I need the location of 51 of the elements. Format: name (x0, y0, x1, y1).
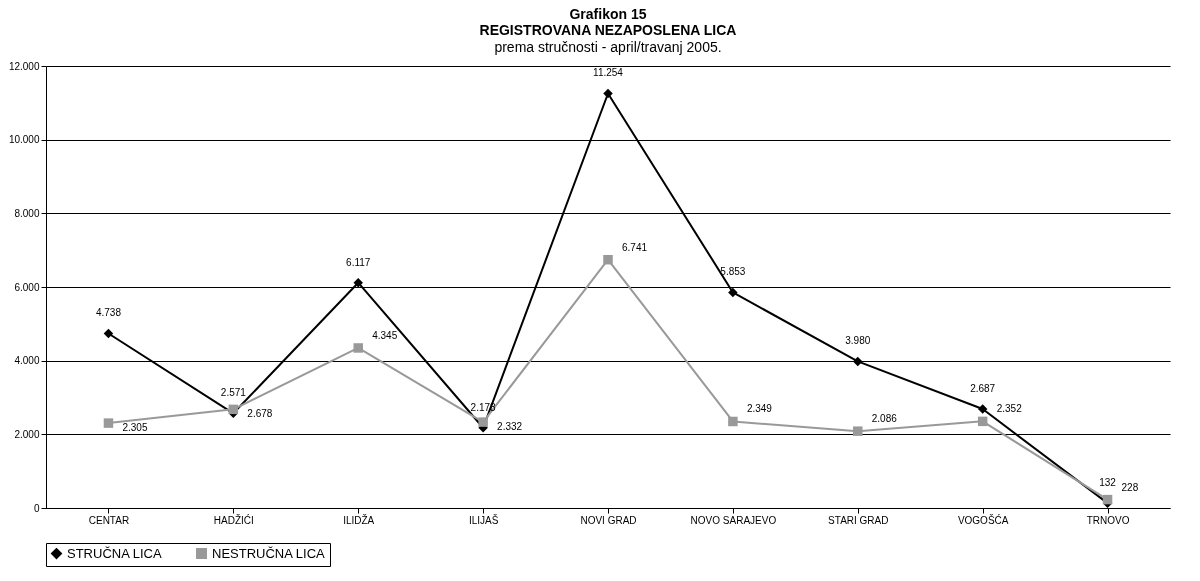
data-label: 132 (1099, 477, 1117, 489)
point (103, 418, 114, 428)
y-tick-label: 10.000 (8, 134, 40, 146)
point (228, 404, 239, 415)
legend-label: NESTRUČNA LICA (212, 545, 326, 561)
x-tick-label: TRNOVO (1086, 514, 1130, 526)
legend-label: STRUČNA LICA (67, 545, 162, 561)
data-label: 3.980 (845, 335, 871, 347)
x-tick-label: NOVO SARAJEVO (690, 514, 777, 526)
data-label: 2.305 (122, 422, 148, 434)
x-tick-label: HADŽIĆI (213, 513, 254, 526)
x-tick-label: VOGOŠĆA (957, 513, 1009, 526)
data-label: 6.117 (346, 256, 371, 268)
y-tick-label: 2.000 (14, 428, 40, 440)
point (1102, 494, 1113, 505)
point (353, 343, 363, 353)
data-label: 2.349 (746, 403, 773, 415)
point (728, 287, 738, 298)
point (728, 416, 738, 427)
data-label: 2.332 (497, 421, 523, 433)
data-label: 2.352 (996, 403, 1023, 415)
x-tick-label: ILIJAŠ (468, 513, 499, 526)
point (353, 277, 363, 288)
x-tick-label: NOVI GRAD (580, 514, 637, 526)
point (977, 404, 988, 414)
point (103, 328, 114, 339)
data-label: 2.678 (247, 408, 273, 420)
data-label: 228 (1121, 481, 1139, 493)
data-label: 4.345 (372, 329, 398, 341)
data-label: 6.741 (622, 241, 648, 253)
data-label: 2.687 (970, 383, 996, 395)
data-label: 4.738 (95, 307, 122, 319)
data-label: 5.853 (720, 266, 746, 278)
x-tick-label: STARI GRAD (828, 514, 889, 526)
point (603, 88, 613, 99)
x-tick-label: CENTAR (88, 514, 130, 526)
y-tick-label: 4.000 (14, 355, 40, 367)
data-label: 2.571 (220, 387, 247, 399)
data-label: 11.254 (593, 67, 624, 79)
data-label: 2.086 (871, 413, 898, 425)
point (977, 416, 988, 427)
y-tick-label: 0 (33, 502, 40, 514)
y-tick-label: 12.000 (8, 60, 40, 72)
y-tick-label: 6.000 (14, 281, 40, 293)
point (853, 426, 863, 436)
point (603, 254, 613, 265)
point (478, 417, 488, 427)
y-tick-label: 8.000 (14, 207, 40, 219)
chart-subtitle: prema stručnosti - april/travanj 2005. (494, 39, 722, 55)
point (853, 356, 863, 367)
x-tick-label: ILIDŽA (343, 513, 375, 526)
